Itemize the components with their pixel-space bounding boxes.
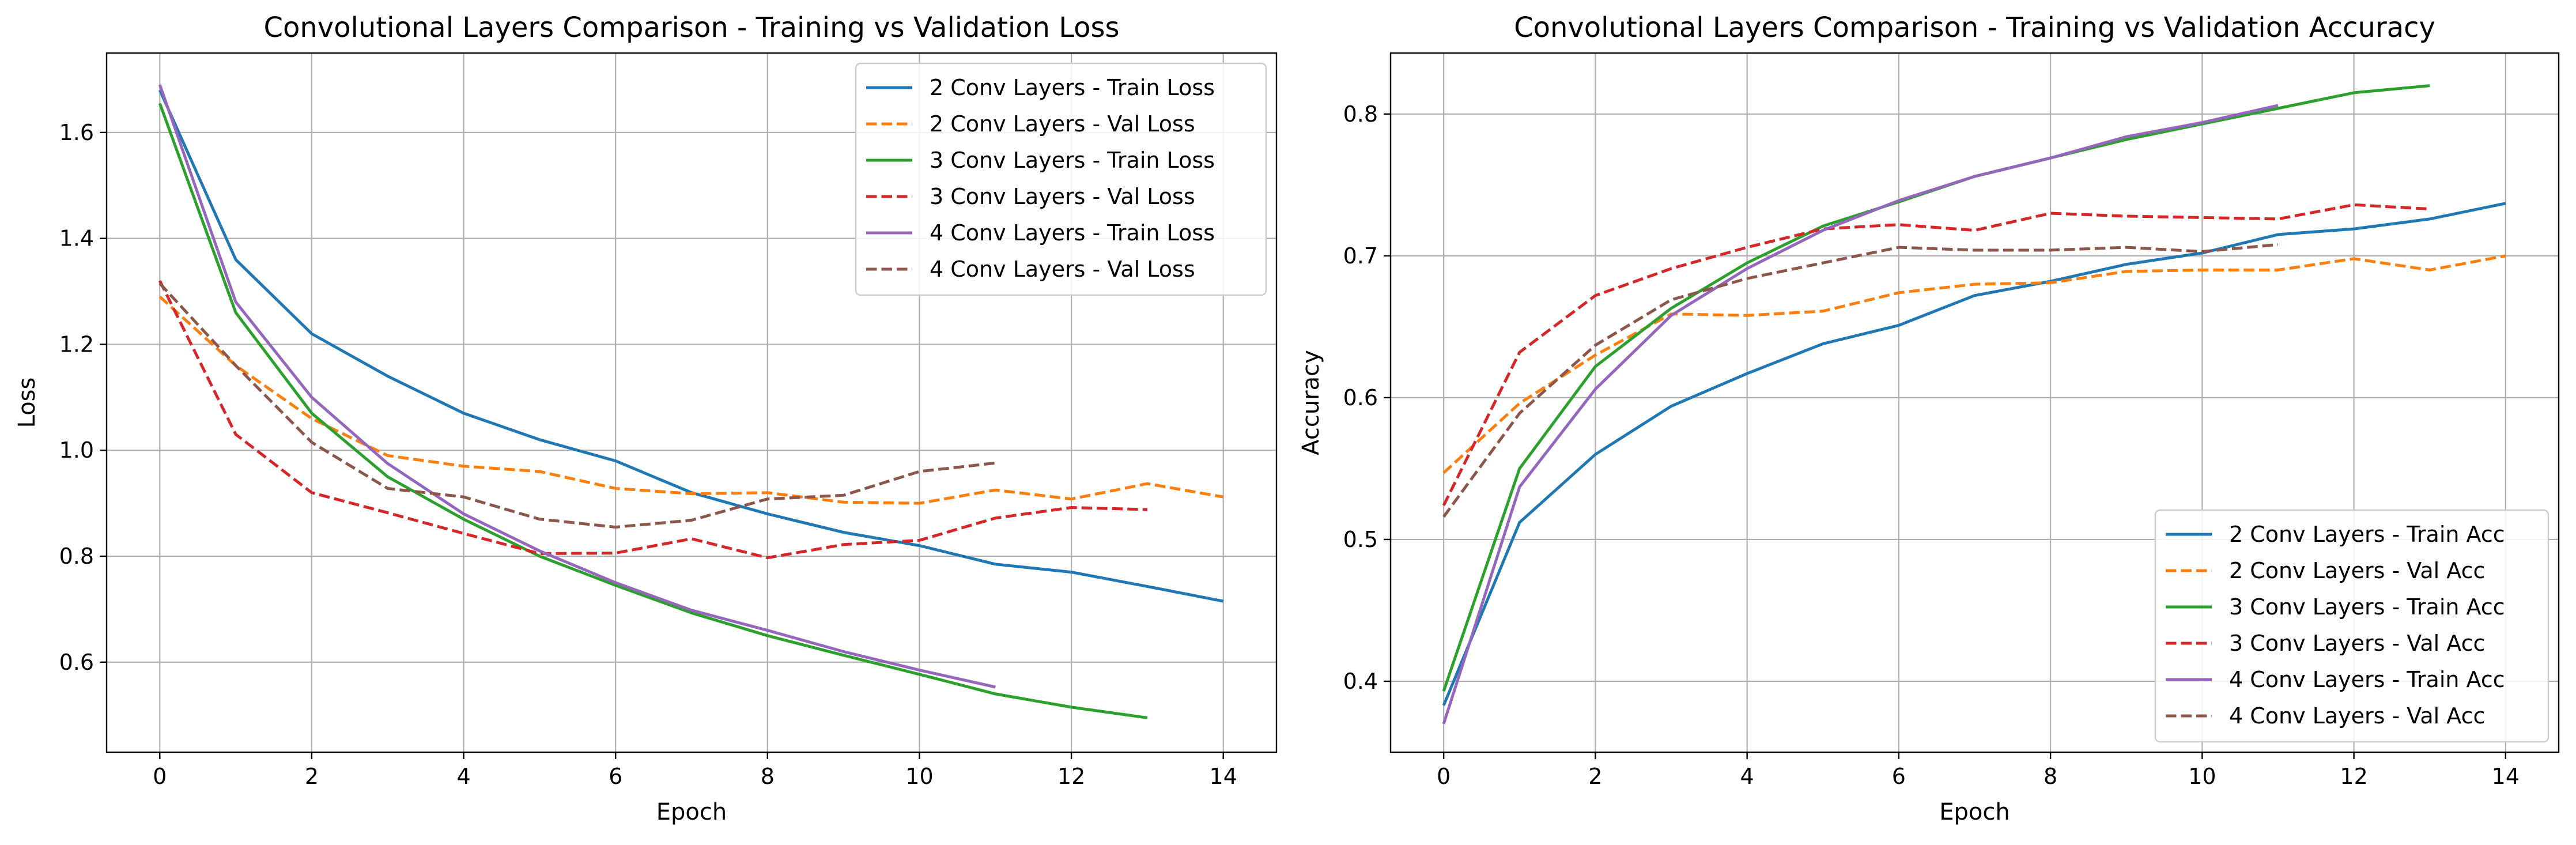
chart-title: Convolutional Layers Comparison - Traini… <box>1514 12 2435 44</box>
series-line-2-conv-layers-train-acc <box>1442 202 2506 706</box>
legend-label: 3 Conv Layers - Train Loss <box>930 148 1215 173</box>
legend-label: 2 Conv Layers - Train Loss <box>930 75 1215 100</box>
x-tick-label: 6 <box>609 764 622 789</box>
x-tick-label: 4 <box>456 764 470 789</box>
legend: 2 Conv Layers - Train Acc 2 Conv Layers -… <box>2154 509 2549 743</box>
y-axis-label: Loss <box>14 378 40 428</box>
x-tick-label: 4 <box>1740 764 1754 789</box>
accuracy-chart-panel: 0 2 4 6 8 10 12 14 0.4 0.5 0.6 0.7 0.8 Convolutional … <box>1298 12 2560 825</box>
series-line-4-conv-layers-train-acc <box>1442 104 2279 725</box>
y-tick-label: 0.6 <box>1343 385 1378 410</box>
chart-title: Convolutional Layers Comparison - Traini… <box>264 12 1120 44</box>
series-line-3-conv-layers-val-acc <box>1442 203 2430 507</box>
y-tick-label: 0.6 <box>59 650 94 675</box>
x-tick-label: 12 <box>1057 764 1085 789</box>
x-tick-label: 14 <box>2492 764 2520 789</box>
y-tick-label: 0.4 <box>1343 669 1378 694</box>
loss-chart-panel: 0 2 4 6 8 10 12 14 0.6 0.8 1.0 1.2 1.4 1.6 Convolution… <box>14 12 1278 825</box>
axes-frame <box>105 52 1278 753</box>
x-tick-label: 8 <box>761 764 775 789</box>
legend-label: 4 Conv Layers - Val Acc <box>2229 703 2485 729</box>
x-tick-label: 2 <box>305 764 319 789</box>
x-axis-label: Epoch <box>656 799 727 825</box>
legend-box <box>855 62 1267 296</box>
x-tick-label: 10 <box>2188 764 2216 789</box>
y-tick-label: 1.4 <box>59 226 94 251</box>
x-tick-label: 0 <box>153 764 167 789</box>
legend-label: 4 Conv Layers - Val Loss <box>930 256 1195 282</box>
series-line-4-conv-layers-val-loss <box>158 282 996 529</box>
x-tick-label: 10 <box>905 764 933 789</box>
series-line-4-conv-layers-train-loss <box>158 84 996 689</box>
x-axis-label: Epoch <box>1939 799 2010 825</box>
legend-label: 4 Conv Layers - Train Loss <box>930 220 1215 246</box>
legend-label: 3 Conv Layers - Train Acc <box>2229 594 2505 620</box>
legend: 2 Conv Layers - Train Loss 2 Conv Layers … <box>855 62 1267 296</box>
x-tick-label: 0 <box>1437 764 1451 789</box>
y-tick-label: 0.8 <box>59 544 94 569</box>
legend-label: 2 Conv Layers - Val Loss <box>930 111 1195 137</box>
axes-frame <box>1389 52 2560 753</box>
legend-label: 3 Conv Layers - Val Acc <box>2229 631 2485 656</box>
y-tick-label: 1.6 <box>59 120 94 145</box>
x-tick-label: 8 <box>2044 764 2057 789</box>
x-tick-label: 6 <box>1892 764 1906 789</box>
legend-label: 4 Conv Layers - Train Acc <box>2229 667 2505 692</box>
x-tick-label: 2 <box>1588 764 1602 789</box>
y-tick-label: 1.2 <box>59 331 94 357</box>
x-tick-label: 12 <box>2340 764 2367 789</box>
series-line-2-conv-layers-val-loss <box>158 295 1224 505</box>
y-axis-label: Accuracy <box>1298 350 1324 455</box>
series-line-2-conv-layers-val-acc <box>1442 254 2506 474</box>
y-tick-label: 0.7 <box>1343 243 1378 269</box>
legend-label: 3 Conv Layers - Val Loss <box>930 184 1195 209</box>
y-tick-label: 0.5 <box>1343 527 1378 552</box>
legend-label: 2 Conv Layers - Train Acc <box>2229 522 2505 547</box>
legend-label: 2 Conv Layers - Val Acc <box>2229 558 2485 583</box>
series-line-3-conv-layers-train-loss <box>158 103 1148 719</box>
legend-box <box>2154 509 2549 743</box>
x-tick-label: 14 <box>1210 764 1237 789</box>
y-tick-label: 0.8 <box>1343 101 1378 127</box>
y-tick-label: 1.0 <box>59 437 94 463</box>
series-line-3-conv-layers-val-loss <box>158 280 1147 560</box>
series-line-4-conv-layers-val-acc <box>1442 243 2279 518</box>
